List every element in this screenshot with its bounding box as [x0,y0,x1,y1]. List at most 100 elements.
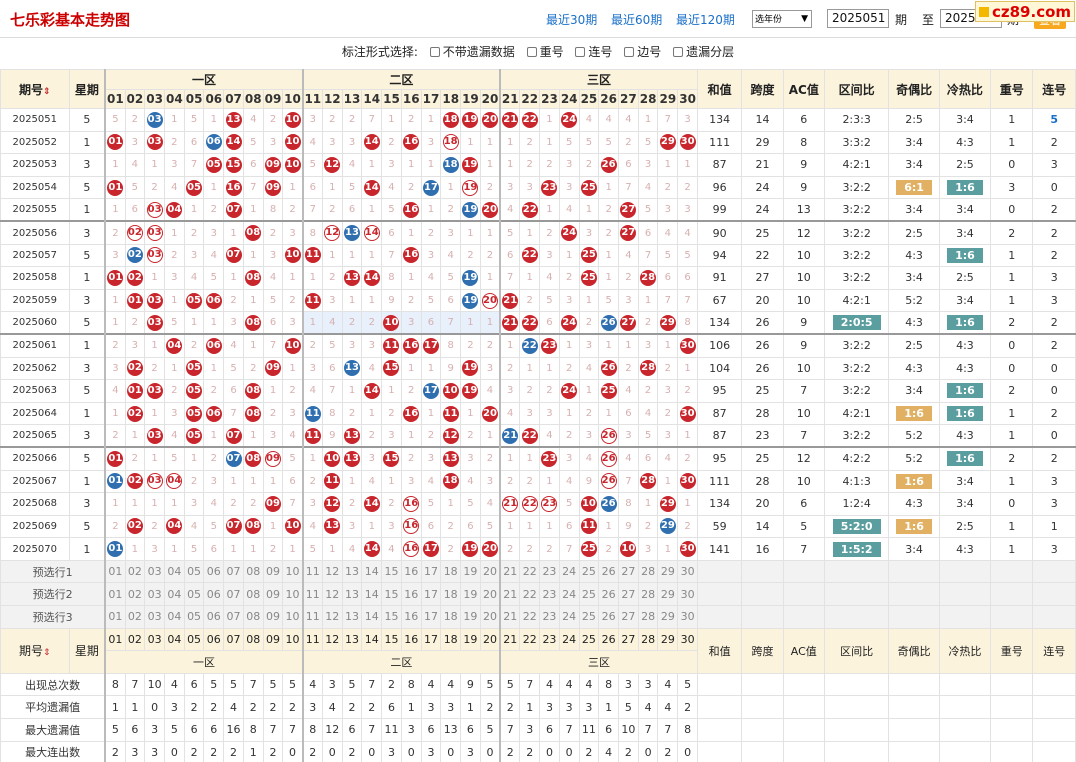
preselect-number[interactable]: 09 [262,559,284,584]
preselect-number[interactable]: 07 [223,582,244,607]
preselect-number[interactable]: 06 [203,559,225,584]
preselect-number[interactable]: 05 [183,605,205,629]
period-header[interactable]: 期号⇕ [0,69,70,109]
preselect-number[interactable]: 15 [381,559,402,584]
preselect-number[interactable]: 09 [262,582,284,607]
recent-30-link[interactable]: 最近30期 [546,13,598,27]
preselect-number[interactable]: 07 [223,605,244,629]
preselect-number[interactable]: 01 [104,559,126,584]
preselect-number[interactable]: 17 [420,605,442,629]
preselect-number[interactable]: 03 [144,605,165,629]
preselect-number[interactable]: 05 [183,559,205,584]
preselect-number[interactable]: 25 [578,605,600,629]
preselect-number[interactable]: 04 [163,605,185,629]
preselect-number[interactable]: 16 [400,559,422,584]
filter-option-consecutive[interactable]: 连号 [575,41,612,63]
checkbox-icon[interactable] [526,47,537,57]
preselect-number[interactable]: 19 [460,559,481,584]
preselect-number[interactable]: 24 [558,582,580,607]
preselect-number[interactable]: 11 [301,582,323,607]
preselect-number[interactable]: 16 [400,582,422,607]
sort-icon[interactable]: ⇕ [42,648,51,659]
preselect-number[interactable]: 11 [301,605,323,629]
preselect-number[interactable]: 05 [183,582,205,607]
preselect-row[interactable]: 预选行2 01 02 03 04 05 06 07 08 09 10 11 12 13 14 15 16 17 18… [0,582,1076,607]
preselect-number[interactable]: 14 [361,582,383,607]
filter-option-repeat[interactable]: 重号 [526,41,564,63]
preselect-number[interactable]: 20 [479,605,501,629]
preselect-number[interactable]: 18 [440,605,462,629]
preselect-number[interactable]: 23 [539,605,560,629]
preselect-number[interactable]: 26 [598,582,620,607]
preselect-number[interactable]: 26 [598,559,620,584]
preselect-number[interactable]: 30 [677,559,698,584]
preselect-number[interactable]: 13 [341,582,363,607]
preselect-row[interactable]: 预选行1 01 02 03 04 05 06 07 08 09 10 11 12 13 14 15 16 17 18… [0,559,1076,584]
preselect-row[interactable]: 预选行3 01 02 03 04 05 06 07 08 09 10 11 12 13 14 15 16 17 18… [0,605,1076,629]
period-header[interactable]: 期号⇕ [0,627,70,674]
preselect-number[interactable]: 16 [400,605,422,629]
preselect-number[interactable]: 02 [124,605,146,629]
preselect-number[interactable]: 12 [321,582,343,607]
preselect-number[interactable]: 18 [440,582,462,607]
preselect-number[interactable]: 27 [618,605,639,629]
preselect-number[interactable]: 20 [479,582,501,607]
preselect-number[interactable]: 06 [203,582,225,607]
preselect-number[interactable]: 02 [124,559,146,584]
filter-option-edge[interactable]: 边号 [624,41,661,63]
preselect-number[interactable]: 13 [341,605,363,629]
preselect-number[interactable]: 10 [282,605,304,629]
preselect-number[interactable]: 24 [558,605,580,629]
preselect-number[interactable]: 17 [420,582,442,607]
preselect-number[interactable]: 01 [104,605,126,629]
preselect-number[interactable]: 24 [558,559,580,584]
preselect-number[interactable]: 22 [519,582,541,607]
preselect-number[interactable]: 30 [677,582,698,607]
preselect-number[interactable]: 21 [499,559,521,584]
preselect-number[interactable]: 22 [519,559,541,584]
preselect-number[interactable]: 28 [637,559,659,584]
preselect-number[interactable]: 27 [618,559,639,584]
preselect-number[interactable]: 29 [657,559,679,584]
year-select[interactable]: 选年份 ▼ [752,10,812,28]
preselect-number[interactable]: 01 [104,582,126,607]
checkbox-icon[interactable] [429,47,440,57]
preselect-number[interactable]: 19 [460,605,481,629]
checkbox-icon[interactable] [624,47,635,57]
preselect-number[interactable]: 10 [282,559,304,584]
preselect-number[interactable]: 25 [578,559,600,584]
preselect-number[interactable]: 18 [440,559,462,584]
preselect-number[interactable]: 23 [539,559,560,584]
preselect-number[interactable]: 06 [203,605,225,629]
preselect-number[interactable]: 29 [657,582,679,607]
preselect-number[interactable]: 09 [262,605,284,629]
preselect-number[interactable]: 14 [361,559,383,584]
recent-60-link[interactable]: 最近60期 [611,13,663,27]
preselect-number[interactable]: 28 [637,582,659,607]
preselect-number[interactable]: 25 [578,582,600,607]
preselect-number[interactable]: 03 [144,559,165,584]
filter-option-no-omission[interactable]: 不带遗漏数据 [429,41,515,63]
preselect-number[interactable]: 15 [381,605,402,629]
sort-icon[interactable]: ⇕ [42,86,51,97]
recent-120-link[interactable]: 最近120期 [676,13,735,27]
from-period-input[interactable]: 2025051 [827,9,889,28]
preselect-number[interactable]: 08 [242,559,264,584]
preselect-number[interactable]: 04 [163,582,185,607]
preselect-number[interactable]: 19 [460,582,481,607]
preselect-number[interactable]: 15 [381,582,402,607]
preselect-number[interactable]: 13 [341,559,363,584]
preselect-number[interactable]: 04 [163,559,185,584]
filter-option-omission-layer[interactable]: 遗漏分层 [673,41,734,63]
preselect-number[interactable]: 26 [598,605,620,629]
preselect-number[interactable]: 20 [479,559,501,584]
preselect-number[interactable]: 07 [223,559,244,584]
preselect-number[interactable]: 03 [144,582,165,607]
preselect-number[interactable]: 21 [499,605,521,629]
preselect-number[interactable]: 22 [519,605,541,629]
preselect-number[interactable]: 08 [242,605,264,629]
preselect-number[interactable]: 12 [321,559,343,584]
preselect-number[interactable]: 08 [242,582,264,607]
preselect-number[interactable]: 27 [618,582,639,607]
preselect-number[interactable]: 21 [499,582,521,607]
